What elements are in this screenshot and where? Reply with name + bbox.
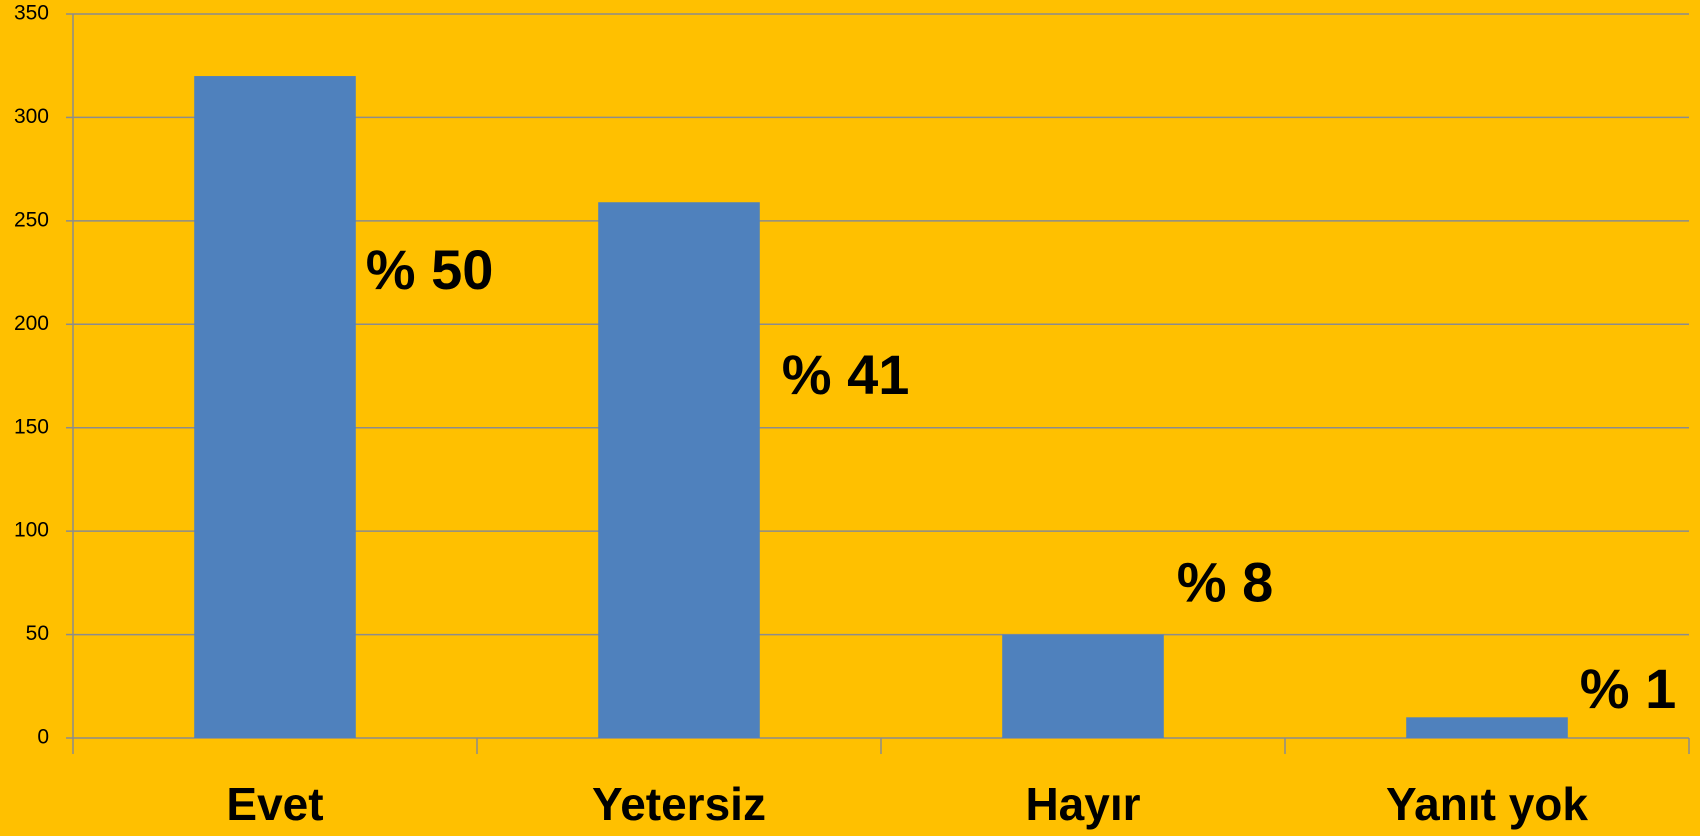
y-tick-label: 250 bbox=[14, 208, 49, 231]
bar bbox=[598, 202, 760, 739]
x-tick-label: Evet bbox=[226, 778, 323, 830]
x-tick-label: Yanıt yok bbox=[1386, 778, 1588, 830]
x-tick-label: Yetersiz bbox=[592, 778, 766, 830]
bar bbox=[1406, 717, 1568, 738]
y-tick-label: 150 bbox=[14, 415, 49, 438]
bar bbox=[1002, 634, 1164, 738]
x-tick-label: Hayır bbox=[1025, 778, 1140, 830]
y-tick-label: 100 bbox=[14, 519, 49, 542]
y-tick-label: 0 bbox=[37, 726, 49, 749]
annotation: % 1 bbox=[1580, 657, 1677, 720]
bar bbox=[194, 76, 356, 739]
y-tick-label: 200 bbox=[14, 312, 49, 335]
annotation: % 8 bbox=[1177, 550, 1274, 613]
y-tick-label: 50 bbox=[26, 622, 49, 645]
annotation: % 50 bbox=[366, 238, 494, 301]
y-tick-label: 350 bbox=[14, 2, 49, 25]
annotation: % 41 bbox=[782, 343, 910, 406]
y-tick-label: 300 bbox=[14, 105, 49, 128]
